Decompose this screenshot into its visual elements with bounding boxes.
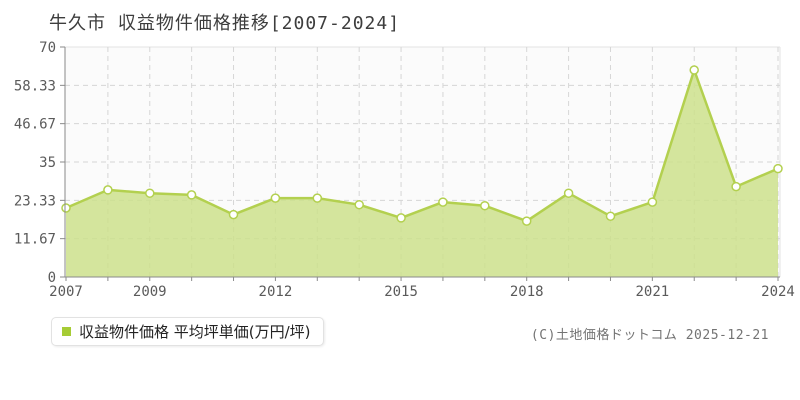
legend-series-label: 収益物件価格 平均坪単価(万円/坪) — [79, 323, 311, 341]
svg-text:35: 35 — [39, 155, 56, 171]
series-marker-icon — [62, 327, 71, 336]
legend: 収益物件価格 平均坪単価(万円/坪) — [51, 317, 324, 346]
svg-text:2012: 2012 — [259, 284, 293, 300]
svg-text:46.67: 46.67 — [14, 117, 56, 133]
svg-text:2007: 2007 — [49, 284, 83, 300]
svg-text:23.33: 23.33 — [14, 193, 56, 209]
svg-text:11.67: 11.67 — [14, 232, 56, 248]
copyright-text: (C)土地価格ドットコム 2025-12-21 — [530, 328, 769, 343]
svg-text:70: 70 — [39, 40, 56, 56]
svg-text:0: 0 — [48, 270, 56, 286]
svg-text:2024: 2024 — [761, 284, 795, 300]
chart-title: 牛久市 収益物件価格推移[2007-2024] — [49, 13, 401, 34]
svg-text:2015: 2015 — [384, 284, 418, 300]
svg-text:58.33: 58.33 — [14, 78, 56, 94]
svg-text:2009: 2009 — [133, 284, 167, 300]
svg-text:2018: 2018 — [510, 284, 544, 300]
svg-text:2021: 2021 — [635, 284, 669, 300]
